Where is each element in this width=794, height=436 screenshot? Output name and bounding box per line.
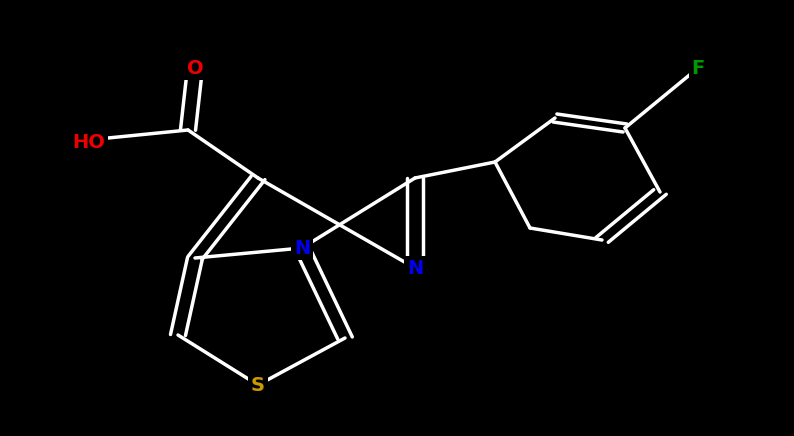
Text: N: N xyxy=(294,238,310,258)
Text: O: O xyxy=(187,58,203,78)
Text: N: N xyxy=(407,259,423,277)
Text: S: S xyxy=(251,375,265,395)
Text: F: F xyxy=(692,58,704,78)
Text: HO: HO xyxy=(72,133,105,151)
